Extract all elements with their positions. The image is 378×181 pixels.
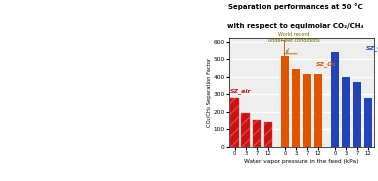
Bar xyxy=(292,69,300,147)
Text: Separation performances at 50 °C: Separation performances at 50 °C xyxy=(228,3,362,10)
Bar xyxy=(314,74,322,147)
Bar xyxy=(364,98,372,147)
Text: SZ_O₂: SZ_O₂ xyxy=(316,61,336,67)
Bar xyxy=(353,82,361,147)
Text: SZ_air: SZ_air xyxy=(229,88,251,94)
Bar xyxy=(253,120,261,147)
Bar xyxy=(303,74,311,147)
Bar xyxy=(242,113,250,147)
Text: with respect to equimolar CO₂/CH₄: with respect to equimolar CO₂/CH₄ xyxy=(226,23,363,29)
Y-axis label: CO₂/CH₄ Separation Factor: CO₂/CH₄ Separation Factor xyxy=(207,58,212,127)
Bar xyxy=(331,52,339,147)
Bar xyxy=(231,98,239,147)
Bar xyxy=(263,122,272,147)
Bar xyxy=(280,56,289,147)
Text: SZ_O₃: SZ_O₃ xyxy=(366,45,378,51)
X-axis label: Water vapor pressure in the feed (kPa): Water vapor pressure in the feed (kPa) xyxy=(244,159,359,164)
Text: World record
under wet conditions: World record under wet conditions xyxy=(268,32,320,53)
Bar xyxy=(342,77,350,147)
